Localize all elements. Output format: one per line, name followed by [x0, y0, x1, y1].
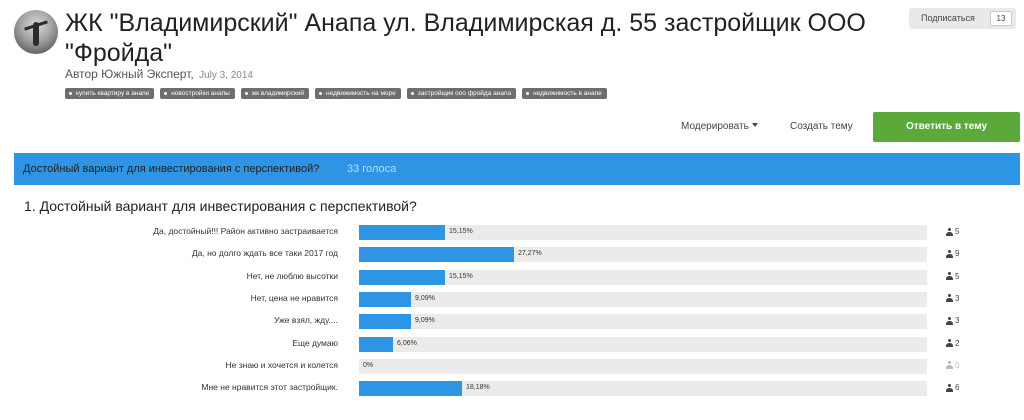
poll-option-percent: 9,09% — [415, 294, 435, 302]
poll-option-bar — [359, 269, 445, 285]
poll-option-count: 6 — [955, 383, 960, 393]
topic-author-line: Автор Южный Эксперт, July 3, 2014 — [65, 67, 253, 81]
tag-link[interactable]: купить квартиру в анапе — [65, 88, 155, 99]
poll-option-row: Нет, не люблю высотки 15,15% 5 — [0, 269, 1024, 285]
avatar-figure — [33, 22, 39, 46]
poll-option-track: 6,06% — [359, 336, 927, 352]
poll-option-percent: 9,09% — [415, 317, 435, 325]
poll-option-count: 2 — [955, 338, 960, 348]
poll-option-percent: 15,15% — [449, 228, 473, 235]
user-icon — [946, 383, 953, 392]
topic-title: ЖК "Владимирский" Анапа ул. Владимирская… — [65, 9, 866, 67]
tag-link[interactable]: новостройки анапы — [160, 88, 235, 99]
subscriber-count: 13 — [990, 11, 1012, 26]
moderate-label: Модерировать — [681, 121, 749, 132]
poll-option-track: 15,15% — [359, 269, 927, 285]
subscribe-label: Подписаться — [921, 13, 975, 23]
poll-option-bar — [359, 381, 462, 397]
poll-option-label: Не знаю и хочется и колется — [225, 359, 339, 370]
poll-votes-count: 33 голоса — [347, 163, 397, 175]
user-icon — [946, 249, 953, 258]
tag-link[interactable]: недвижимость на море — [315, 88, 401, 99]
poll-option-bar — [359, 225, 445, 240]
user-icon — [946, 361, 953, 370]
poll-option-label: Да, достойный!!! Район активно застраива… — [153, 226, 338, 236]
poll-option-percent: 0% — [363, 361, 374, 369]
chevron-down-icon — [751, 123, 758, 127]
poll-option-row: Мне не нравится этот застройщик. 18,18% 6 — [0, 381, 1024, 397]
poll-option-track: 9,09% — [359, 291, 927, 307]
poll-option-track: 9,09% — [359, 314, 927, 330]
poll-option-row: Да, но долго ждать все таки 2017 год 27,2… — [0, 247, 1024, 263]
poll-option-count: 0 — [955, 360, 960, 370]
poll-option-count: 5 — [955, 227, 960, 236]
poll-option-label: Мне не нравится этот застройщик. — [201, 382, 338, 393]
poll-option-percent: 27,27% — [518, 250, 542, 258]
poll-option-row: Да, достойный!!! Район активно застраива… — [0, 225, 1024, 240]
poll-option-label: Да, но долго ждать все таки 2017 год — [191, 248, 338, 259]
subscribe-button[interactable]: Подписаться 13 — [909, 8, 1016, 29]
poll-option-voters[interactable]: 3 — [946, 316, 959, 325]
tag-link[interactable]: застройщик ооо фройда анапа — [406, 88, 517, 99]
poll-option-bar — [359, 314, 411, 330]
poll-option-percent: 18,18% — [466, 384, 490, 392]
poll-option-count: 3 — [955, 293, 960, 303]
poll-option-label: Нет, цена не нравится — [250, 292, 338, 303]
author-name-link[interactable]: Южный Эксперт — [101, 67, 191, 81]
poll-option-track: 27,27% — [359, 247, 927, 263]
tag-link[interactable]: недвижимость в анапе — [522, 88, 607, 99]
poll-option-row: Нет, цена не нравится 9,09% 3 — [0, 291, 1024, 307]
poll-option-voters[interactable]: 3 — [946, 294, 959, 303]
poll-question-title: 1. Достойный вариант для инвестирования … — [24, 198, 417, 214]
poll-header-question: Достойный вариант для инвестирования с п… — [23, 163, 320, 175]
poll-option-voters[interactable]: 2 — [946, 339, 959, 348]
poll-option-label: Нет, не люблю высотки — [246, 270, 338, 281]
poll-option-voters[interactable]: 9 — [946, 249, 959, 258]
poll-header: Достойный вариант для инвестирования с п… — [14, 153, 1020, 185]
poll-option-count: 3 — [955, 316, 960, 326]
poll-option-track: 0% — [359, 358, 927, 374]
user-icon — [946, 227, 953, 236]
tag-link[interactable]: жк владимирский — [240, 88, 310, 99]
author-avatar[interactable] — [14, 10, 58, 54]
poll-option-row: Уже взял, жду.... 9,09% 3 — [0, 314, 1024, 330]
poll-option-voters[interactable]: 5 — [946, 227, 959, 236]
reply-button[interactable]: Ответить в тему — [873, 112, 1020, 142]
poll-option-label: Уже взял, жду.... — [274, 315, 338, 326]
tag-list: купить квартиру в анапе новостройки анап… — [65, 88, 607, 99]
moderate-menu[interactable]: Модерировать — [681, 121, 758, 132]
poll-option-track: 18,18% — [359, 381, 927, 397]
poll-option-row: Не знаю и хочется и колется 0% 0 — [0, 358, 1024, 374]
poll-option-percent: 15,15% — [449, 272, 473, 280]
user-icon — [946, 272, 953, 281]
author-prefix: Автор — [65, 67, 98, 81]
poll-option-row: Еще думаю 6,06% 2 — [0, 336, 1024, 352]
poll-option-count: 9 — [955, 249, 960, 259]
poll-option-bar — [359, 247, 514, 263]
poll-option-percent: 6,06% — [397, 339, 417, 347]
topic-date: July 3, 2014 — [199, 70, 253, 81]
user-icon — [946, 316, 953, 325]
create-topic-link[interactable]: Создать тему — [790, 121, 853, 132]
poll-option-track: 15,15% — [359, 225, 927, 240]
poll-option-voters[interactable]: 0 — [946, 361, 959, 370]
poll-option-count: 5 — [955, 271, 960, 281]
user-icon — [946, 339, 953, 347]
poll-option-voters[interactable]: 6 — [946, 383, 959, 392]
poll-option-bar — [359, 291, 411, 307]
user-icon — [946, 294, 953, 303]
poll-option-bar — [359, 336, 393, 352]
poll-option-label: Еще думаю — [292, 337, 338, 348]
poll-option-voters[interactable]: 5 — [946, 272, 959, 281]
